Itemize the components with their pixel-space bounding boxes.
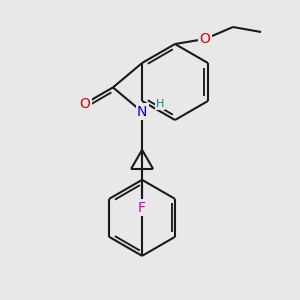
Text: H: H [156,99,164,109]
Text: O: O [80,97,90,111]
Text: F: F [138,201,146,215]
Text: N: N [137,105,147,119]
Text: O: O [200,32,210,46]
